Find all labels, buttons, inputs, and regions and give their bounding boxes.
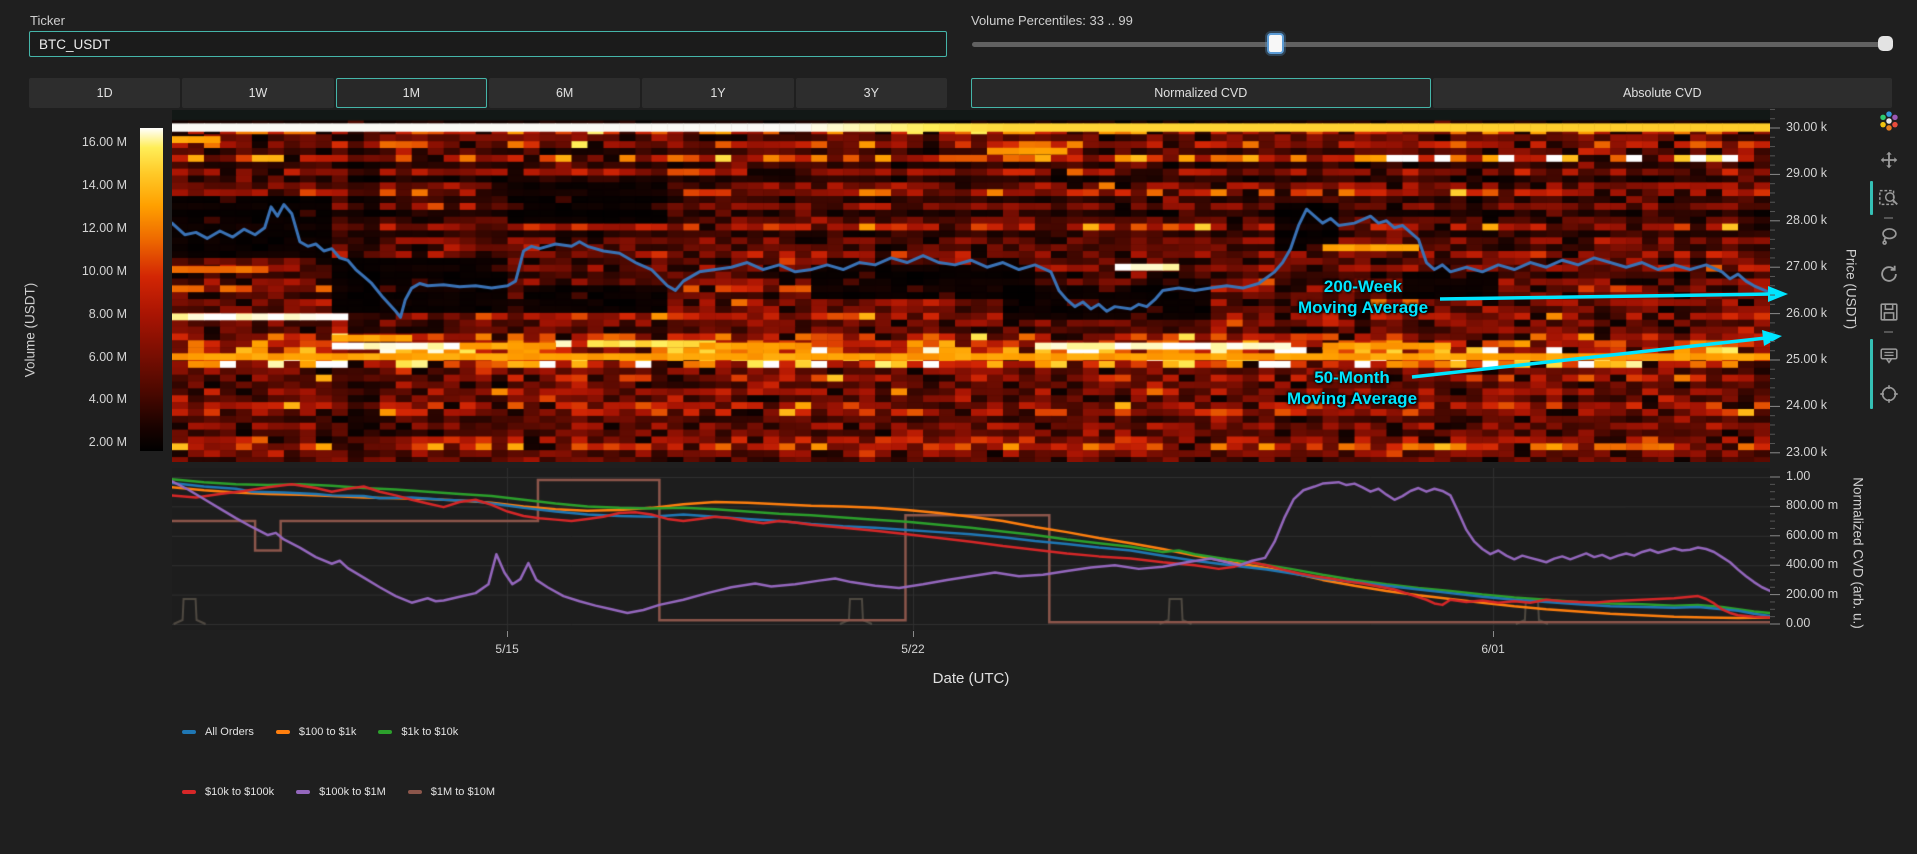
legend-swatch <box>182 730 196 734</box>
modebar-active-indicator <box>1870 181 1873 215</box>
volume-tick-label: 6.00 M <box>88 349 127 364</box>
timeframe-button-1w[interactable]: 1W <box>182 78 334 108</box>
price-tick-label: 28.00 k <box>1786 212 1828 227</box>
ticker-input[interactable] <box>29 31 947 57</box>
price-tick-label: 29.00 k <box>1786 166 1828 181</box>
pan-icon[interactable] <box>1878 149 1900 171</box>
legend-row: All Orders $100 to $1k $1k to $10k <box>182 726 458 738</box>
price-tick-label: 23.00 k <box>1786 444 1828 459</box>
volume-heatmap-chart[interactable] <box>172 110 1770 462</box>
legend-label: $10k to $100k <box>205 786 275 798</box>
timeframe-button-3y[interactable]: 3Y <box>795 78 947 108</box>
legend-swatch <box>182 790 196 794</box>
legend-label: $100k to $1M <box>319 786 386 798</box>
volume-percentiles-label: Volume Percentiles: 33 .. 99 <box>971 13 1133 28</box>
cvd-tick-label: 200.00 m <box>1786 586 1839 601</box>
legend-swatch <box>378 730 393 734</box>
save-icon[interactable] <box>1878 301 1900 323</box>
volume-tick-label: 4.00 M <box>88 392 127 407</box>
spikelines-icon[interactable] <box>1878 383 1900 405</box>
timeframe-button-1d[interactable]: 1D <box>29 78 181 108</box>
date-tick <box>1493 631 1495 637</box>
legend-swatch <box>275 730 290 734</box>
volume-percentiles-slider[interactable] <box>972 42 1892 47</box>
box-zoom-icon[interactable] <box>1878 187 1900 209</box>
timeframe-button-6m[interactable]: 6M <box>488 78 641 108</box>
modebar-active-indicator <box>1870 339 1873 409</box>
cvd-tick-label: 1.00 <box>1786 469 1811 483</box>
legend-item[interactable]: $100k to $1M <box>296 786 386 798</box>
date-tick-label: 5/22 <box>901 642 925 656</box>
date-tick-label: 6/01 <box>1481 642 1505 656</box>
price-tick-label: 27.00 k <box>1786 259 1828 274</box>
volume-tick-label: 2.00 M <box>88 435 127 450</box>
cvd-tick-label: 600.00 m <box>1786 527 1839 542</box>
date-tick <box>912 631 914 637</box>
date-tick-label: 5/15 <box>495 642 519 656</box>
volume-tick-label: 10.00 M <box>81 263 127 278</box>
cvd-tick-label: 0.00 <box>1786 616 1811 630</box>
normalized-cvd-chart[interactable] <box>172 468 1770 630</box>
price-tick-label: 26.00 k <box>1786 305 1828 320</box>
timeframe-button-1y[interactable]: 1Y <box>642 78 794 108</box>
legend-label: $1k to $10k <box>401 726 459 738</box>
volume-colorbar <box>140 128 163 451</box>
legend-item[interactable]: $1M to $10M <box>407 786 495 798</box>
volume-tick-label: 12.00 M <box>81 220 127 235</box>
cvd-tick-label: 400.00 m <box>1786 557 1839 572</box>
cvd-mode-button-normalized-cvd[interactable]: Normalized CVD <box>971 78 1431 108</box>
volume-tick-label: 8.00 M <box>88 306 127 321</box>
autoscale-icon[interactable] <box>1878 263 1900 285</box>
price-axis-title: Price (USDT) <box>1843 248 1859 330</box>
legend-item[interactable]: All Orders <box>182 726 254 738</box>
price-tick-label: 24.00 k <box>1786 398 1828 413</box>
legend-row: $10k to $100k $100k to $1M $1M to $10M <box>182 786 495 798</box>
legend-item[interactable]: $100 to $1k <box>275 726 357 738</box>
date-axis-title: Date (UTC) <box>932 670 1010 687</box>
timeframe-button-1m[interactable]: 1M <box>335 78 487 108</box>
legend-label: $1M to $10M <box>430 786 495 798</box>
cvd-axis-title: Normalized CVD (arb. u.) <box>1850 477 1866 629</box>
legend-item[interactable]: $10k to $100k <box>182 786 274 798</box>
legend-label: All Orders <box>205 726 254 738</box>
volume-tick-label: 14.00 M <box>81 177 127 192</box>
date-tick <box>507 631 509 637</box>
cvd-tick-label: 800.00 m <box>1786 498 1839 513</box>
legend-label: $100 to $1k <box>298 726 357 738</box>
legend-item[interactable]: $1k to $10k <box>378 726 458 738</box>
volume-percentile-min-handle[interactable] <box>1267 33 1284 54</box>
cvd-mode-button-absolute-cvd[interactable]: Absolute CVD <box>1432 78 1892 108</box>
modebar-divider <box>1884 331 1893 333</box>
modebar-divider <box>1884 217 1893 219</box>
volume-percentile-max-handle[interactable] <box>1878 36 1893 51</box>
plotly-logo-icon[interactable] <box>1878 110 1900 132</box>
annotation-50-month-ma: 50-Month Moving Average <box>1286 367 1418 408</box>
right-axis-ticks <box>1770 108 1780 625</box>
ticker-label: Ticker <box>30 13 65 28</box>
annotation-200-week-ma: 200-Week Moving Average <box>1297 276 1429 317</box>
hover-icon[interactable] <box>1878 345 1900 367</box>
price-tick-label: 30.00 k <box>1786 120 1828 134</box>
lasso-icon[interactable] <box>1878 225 1900 247</box>
timeframe-button-row: 1D 1W 1M 6M 1Y 3Y <box>29 78 947 108</box>
volume-tick-label: 16.00 M <box>81 135 127 149</box>
price-tick-label: 25.00 k <box>1786 352 1828 366</box>
cvd-mode-button-row: Normalized CVD Absolute CVD <box>971 78 1892 108</box>
legend-swatch <box>407 790 422 794</box>
legend-swatch <box>296 790 311 794</box>
